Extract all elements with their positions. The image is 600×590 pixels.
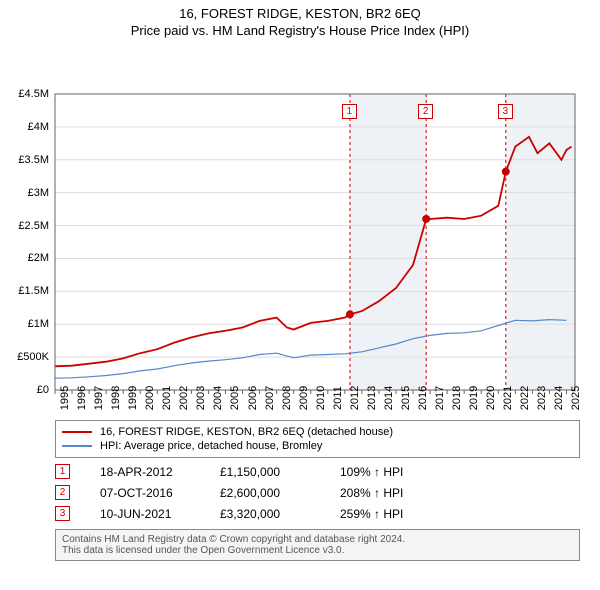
y-tick-label: £500K (0, 351, 49, 363)
sale-row-date: 07-OCT-2016 (100, 486, 190, 500)
sale-row-marker: 3 (55, 506, 70, 521)
sale-row-pct: 208% ↑ HPI (340, 486, 440, 500)
y-tick-label: £3.5M (0, 154, 49, 166)
y-tick-label: £4M (0, 121, 49, 133)
sale-row-price: £2,600,000 (220, 486, 310, 500)
sale-marker-box: 1 (342, 104, 357, 119)
x-tick-label: 2019 (468, 386, 480, 410)
y-tick-label: £4.5M (0, 88, 49, 100)
sale-row-marker: 1 (55, 464, 70, 479)
x-tick-label: 2015 (400, 386, 412, 410)
legend: 16, FOREST RIDGE, KESTON, BR2 6EQ (detac… (55, 420, 580, 458)
x-tick-label: 2001 (161, 386, 173, 410)
sale-row: 3 10-JUN-2021 £3,320,000 259% ↑ HPI (55, 506, 580, 521)
legend-label: HPI: Average price, detached house, Brom… (100, 440, 322, 452)
x-tick-label: 2023 (536, 386, 548, 410)
y-tick-label: £2.5M (0, 220, 49, 232)
x-tick-label: 1997 (93, 386, 105, 410)
sale-marker-box: 3 (498, 104, 513, 119)
y-tick-label: £0 (0, 384, 49, 396)
x-tick-label: 2025 (570, 386, 582, 410)
x-tick-label: 2009 (298, 386, 310, 410)
x-tick-label: 2000 (144, 386, 156, 410)
sale-row: 1 18-APR-2012 £1,150,000 109% ↑ HPI (55, 464, 580, 479)
x-tick-label: 2011 (332, 386, 344, 410)
y-tick-label: £2M (0, 252, 49, 264)
sale-marker-box: 2 (418, 104, 433, 119)
chart-container: £0£500K£1M£1.5M£2M£2.5M£3M£3.5M£4M£4.5M … (0, 44, 600, 414)
legend-swatch (62, 431, 92, 433)
chart-subtitle: Price paid vs. HM Land Registry's House … (0, 21, 600, 44)
x-tick-label: 2008 (281, 386, 293, 410)
sale-row-pct: 259% ↑ HPI (340, 507, 440, 521)
legend-swatch (62, 445, 92, 447)
y-tick-label: £3M (0, 187, 49, 199)
chart-svg (0, 44, 600, 414)
footer-line2: This data is licensed under the Open Gov… (62, 545, 573, 556)
sale-row-marker: 2 (55, 485, 70, 500)
x-tick-label: 2021 (502, 386, 514, 410)
x-tick-label: 1995 (59, 386, 71, 410)
x-tick-label: 2003 (195, 386, 207, 410)
x-tick-label: 1999 (127, 386, 139, 410)
x-tick-label: 2002 (178, 386, 190, 410)
footer-line1: Contains HM Land Registry data © Crown c… (62, 534, 573, 545)
sale-row-date: 10-JUN-2021 (100, 507, 190, 521)
y-tick-label: £1.5M (0, 285, 49, 297)
x-tick-label: 2007 (264, 386, 276, 410)
x-tick-label: 2014 (383, 386, 395, 410)
sale-row-price: £3,320,000 (220, 507, 310, 521)
x-tick-label: 2013 (366, 386, 378, 410)
sale-row-date: 18-APR-2012 (100, 465, 190, 479)
sales-table: 1 18-APR-2012 £1,150,000 109% ↑ HPI 2 07-OCT-… (0, 464, 600, 521)
legend-label: 16, FOREST RIDGE, KESTON, BR2 6EQ (detac… (100, 426, 393, 438)
x-tick-label: 2020 (485, 386, 497, 410)
x-tick-label: 2012 (349, 386, 361, 410)
legend-row: 16, FOREST RIDGE, KESTON, BR2 6EQ (detac… (62, 425, 573, 439)
x-tick-label: 2004 (212, 386, 224, 410)
sale-row: 2 07-OCT-2016 £2,600,000 208% ↑ HPI (55, 485, 580, 500)
y-tick-label: £1M (0, 318, 49, 330)
x-tick-label: 2016 (417, 386, 429, 410)
x-tick-label: 2018 (451, 386, 463, 410)
footer-attribution: Contains HM Land Registry data © Crown c… (55, 529, 580, 561)
sale-row-pct: 109% ↑ HPI (340, 465, 440, 479)
legend-row: HPI: Average price, detached house, Brom… (62, 439, 573, 453)
x-tick-label: 2024 (553, 386, 565, 410)
chart-title: 16, FOREST RIDGE, KESTON, BR2 6EQ (0, 0, 600, 21)
x-tick-label: 2010 (315, 386, 327, 410)
x-tick-label: 1996 (76, 386, 88, 410)
x-tick-label: 2006 (247, 386, 259, 410)
x-tick-label: 2005 (229, 386, 241, 410)
x-tick-label: 2022 (519, 386, 531, 410)
sale-row-price: £1,150,000 (220, 465, 310, 479)
x-tick-label: 1998 (110, 386, 122, 410)
x-tick-label: 2017 (434, 386, 446, 410)
